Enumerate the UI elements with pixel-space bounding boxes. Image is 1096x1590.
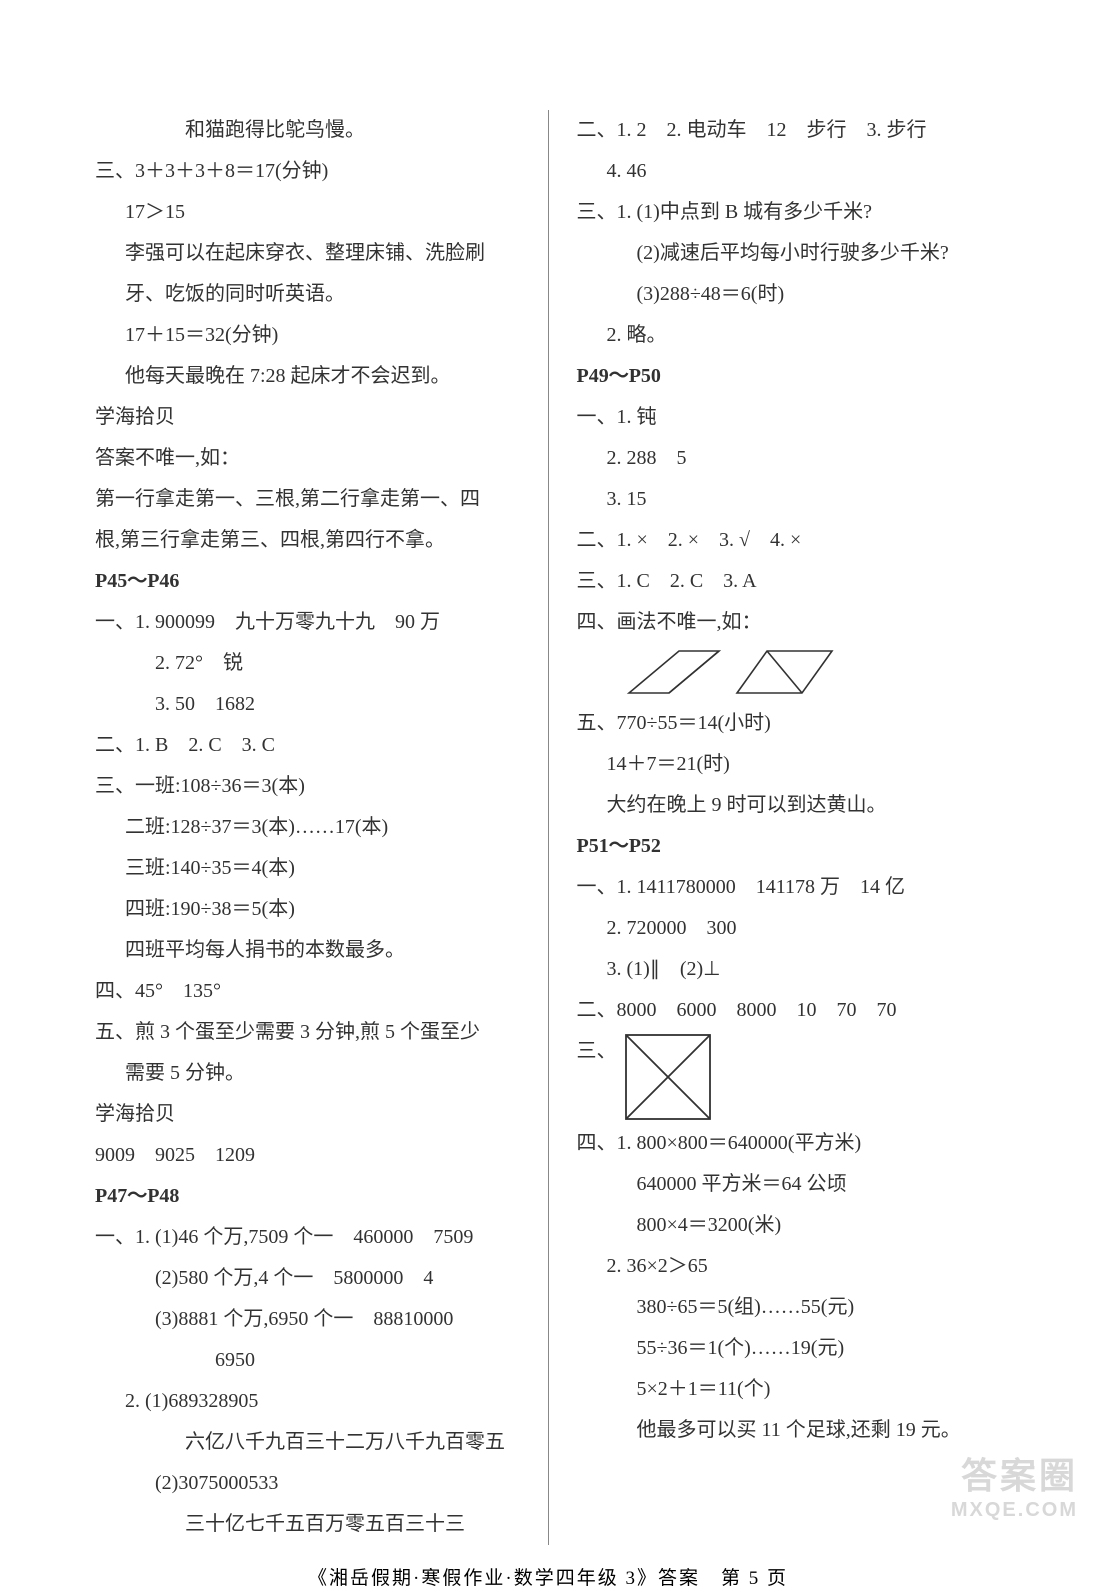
text-line: 四、1. 800×800＝640000(平方米) <box>577 1123 1002 1164</box>
text-line: 2. 略。 <box>577 315 1002 356</box>
text-line: 和猫跑得比鸵鸟慢。 <box>95 110 520 151</box>
left-column: 和猫跑得比鸵鸟慢。 三、3＋3＋3＋8＝17(分钟) 17＞15 李强可以在起床… <box>95 110 520 1545</box>
text-line: 大约在晚上 9 时可以到达黄山。 <box>577 785 1002 826</box>
text-line: 17＋15＝32(分钟) <box>95 315 520 356</box>
text-line: (2)减速后平均每小时行驶多少千米? <box>577 233 1002 274</box>
page-range-heading: P51～P52 <box>577 826 1002 867</box>
text-line: 5×2＋1＝11(个) <box>577 1369 1002 1410</box>
text-line: 380÷65＝5(组)……55(元) <box>577 1287 1002 1328</box>
text-line: 55÷36＝1(个)……19(元) <box>577 1328 1002 1369</box>
text-line: 9009 9025 1209 <box>95 1135 520 1176</box>
text-line: 2. 72° 锐 <box>95 643 520 684</box>
text-line: 二、8000 6000 8000 10 70 70 <box>577 990 1002 1031</box>
text-line: 3. 15 <box>577 479 1002 520</box>
text-line: 五、770÷55＝14(小时) <box>577 703 1002 744</box>
right-column: 二、1. 2 2. 电动车 12 步行 3. 步行 4. 46 三、1. (1)… <box>577 110 1002 1545</box>
text-line: 三十亿七千五百万零五百三十三 <box>95 1504 520 1545</box>
text-line: 2. (1)689328905 <box>95 1381 520 1422</box>
text-line: 三、1. C 2. C 3. A <box>577 561 1002 602</box>
square-diagram-line: 三、 <box>577 1031 1002 1123</box>
text-line: 二、1. B 2. C 3. C <box>95 725 520 766</box>
text-line: 三、3＋3＋3＋8＝17(分钟) <box>95 151 520 192</box>
text-line: 一、1. 1411780000 141178 万 14 亿 <box>577 867 1002 908</box>
text-line: 牙、吃饭的同时听英语。 <box>95 274 520 315</box>
text-line: 六亿八千九百三十二万八千九百零五 <box>95 1422 520 1463</box>
text-line: 四、画法不唯一,如： <box>577 602 1002 643</box>
text-line: (2)580 个万,4 个一 5800000 4 <box>95 1258 520 1299</box>
text-line: 五、煎 3 个蛋至少需要 3 分钟,煎 5 个蛋至少 <box>95 1012 520 1053</box>
page-footer: 《湘岳假期·寒假作业·数学四年级 3》答案 第 5 页 <box>95 1563 1001 1590</box>
column-divider <box>548 110 549 1545</box>
text-line: 2. 288 5 <box>577 438 1002 479</box>
text-line: 他每天最晚在 7:28 起床才不会迟到。 <box>95 356 520 397</box>
text-line: 需要 5 分钟。 <box>95 1053 520 1094</box>
page-range-heading: P47～P48 <box>95 1176 520 1217</box>
section-label: 学海拾贝 <box>95 1094 520 1135</box>
watermark-text-top: 答案圈 <box>951 1447 1078 1499</box>
text-line: (3)288÷48＝6(时) <box>577 274 1002 315</box>
text-line: 一、1. 900099 九十万零九十九 90 万 <box>95 602 520 643</box>
watermark-text-bottom: MXQE.COM <box>951 1499 1078 1522</box>
text-line: (2)3075000533 <box>95 1463 520 1504</box>
text-line: 根,第三行拿走第三、四根,第四行不拿。 <box>95 520 520 561</box>
text-line: 二、1. 2 2. 电动车 12 步行 3. 步行 <box>577 110 1002 151</box>
text-line: (3)8881 个万,6950 个一 88810000 <box>95 1299 520 1340</box>
text-line: 640000 平方米＝64 公顷 <box>577 1164 1002 1205</box>
text-line: 他最多可以买 11 个足球,还剩 19 元。 <box>577 1410 1002 1451</box>
page-range-heading: P49～P50 <box>577 356 1002 397</box>
text-line: 四、45° 135° <box>95 971 520 1012</box>
text-line: 第一行拿走第一、三根,第二行拿走第一、四 <box>95 479 520 520</box>
text-line: 三、1. (1)中点到 B 城有多少千米? <box>577 192 1002 233</box>
text-line: 6950 <box>95 1340 520 1381</box>
text-line: 三、一班:108÷36＝3(本) <box>95 766 520 807</box>
text-line: 2. 720000 300 <box>577 908 1002 949</box>
text-line: 李强可以在起床穿衣、整理床铺、洗脸刷 <box>95 233 520 274</box>
text-line: 4. 46 <box>577 151 1002 192</box>
section-label: 学海拾贝 <box>95 397 520 438</box>
text-line: 一、1. (1)46 个万,7509 个一 460000 7509 <box>95 1217 520 1258</box>
text-line: 2. 36×2＞65 <box>577 1246 1002 1287</box>
text-line: 14＋7＝21(时) <box>577 744 1002 785</box>
text-line: 二班:128÷37＝3(本)……17(本) <box>95 807 520 848</box>
text-line: 800×4＝3200(米) <box>577 1205 1002 1246</box>
page-range-heading: P45～P46 <box>95 561 520 602</box>
text-line: 3. 50 1682 <box>95 684 520 725</box>
watermark: 答案圈 MXQE.COM <box>951 1447 1078 1522</box>
text-line: 3. (1)∥ (2)⊥ <box>577 949 1002 990</box>
text-line: 三、 <box>577 1040 617 1062</box>
text-line: 一、1. 钝 <box>577 397 1002 438</box>
text-line: 三班:140÷35＝4(本) <box>95 848 520 889</box>
text-line: 17＞15 <box>95 192 520 233</box>
parallelogram-diagram <box>577 643 1002 703</box>
text-line: 四班:190÷38＝5(本) <box>95 889 520 930</box>
text-line: 答案不唯一,如： <box>95 438 520 479</box>
text-line: 二、1. × 2. × 3. √ 4. × <box>577 520 1002 561</box>
text-line: 四班平均每人捐书的本数最多。 <box>95 930 520 971</box>
